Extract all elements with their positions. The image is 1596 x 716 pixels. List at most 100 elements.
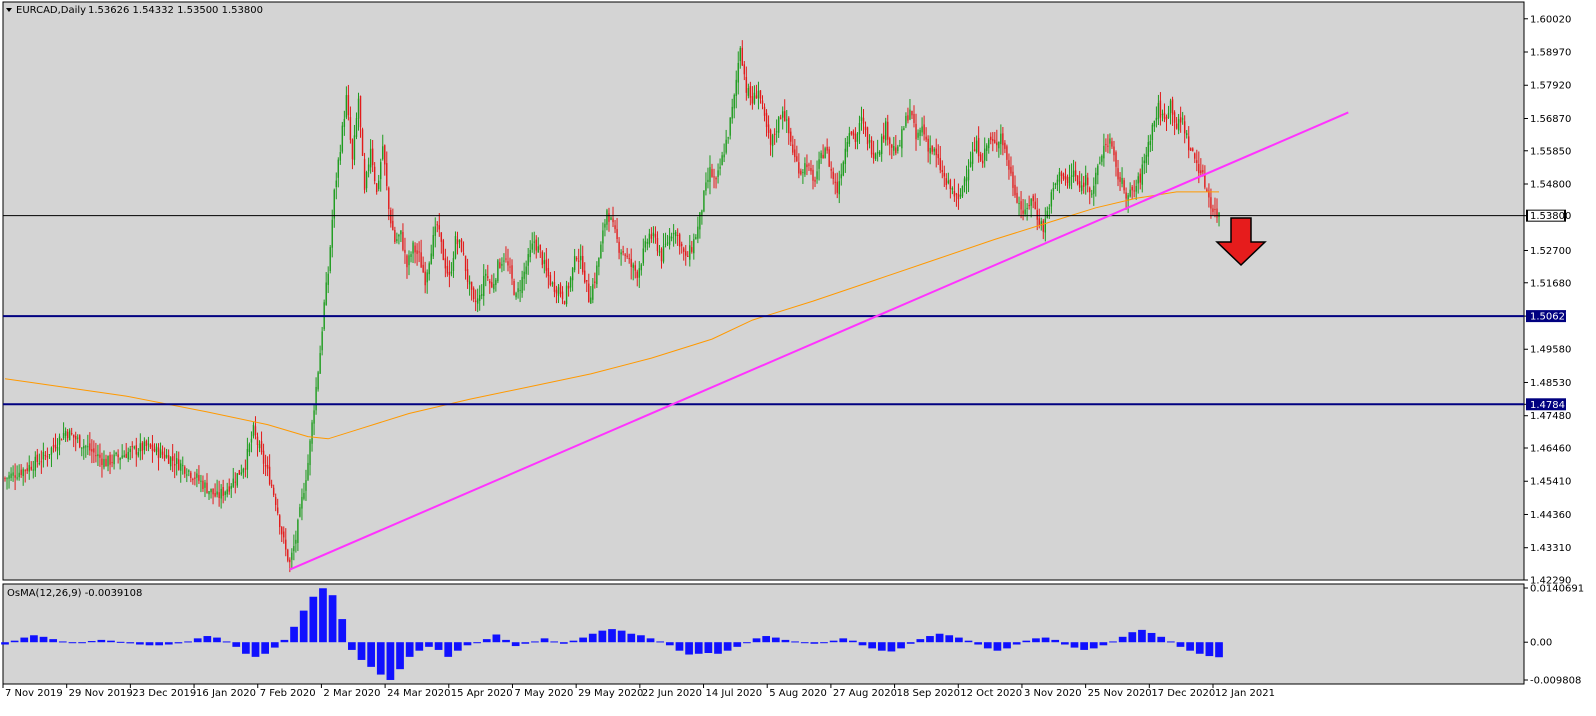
candle-body: [755, 95, 758, 99]
candle-body: [933, 148, 935, 152]
candle-body: [784, 111, 786, 122]
candle-body: [38, 463, 41, 465]
candle-body: [507, 261, 509, 266]
osma-bar: [270, 642, 279, 648]
candle-body: [626, 255, 628, 257]
osma-bar: [338, 619, 347, 643]
candle-body: [178, 459, 180, 470]
candle-body: [955, 193, 958, 195]
candle-body: [596, 265, 598, 285]
candle-body: [386, 163, 388, 186]
osma-bars: [1, 588, 1223, 680]
candle-body: [1115, 152, 1117, 167]
osma-bar: [531, 641, 539, 643]
osma-bar: [704, 642, 713, 653]
candle-body: [782, 111, 784, 118]
candle-body: [311, 422, 313, 444]
price-axis: 1.60020 1.58970 1.57920 1.56870 1.55850 1.548…: [1524, 14, 1571, 587]
candle-body: [860, 116, 863, 121]
candle-body: [1214, 209, 1216, 211]
candle-body: [22, 469, 24, 477]
price-tick-label: 1.56870: [1530, 114, 1571, 125]
candle-body: [481, 294, 483, 296]
candle-body: [779, 117, 782, 119]
price-tick-label: 1.52700: [1530, 246, 1571, 257]
time-tick-label: 7 May 2020: [514, 688, 573, 699]
time-tick-label: 22 Jun 2020: [642, 688, 702, 699]
candle-body: [472, 288, 475, 300]
candle-body: [333, 189, 335, 219]
candle-body: [438, 225, 440, 230]
candle-body: [537, 246, 539, 253]
candle-body: [943, 172, 945, 177]
candle-body: [557, 287, 560, 296]
candle-body: [476, 298, 479, 304]
osma-bar: [1157, 636, 1166, 643]
candle-body: [511, 265, 513, 279]
osma-bar: [30, 635, 38, 643]
osma-bar: [1061, 642, 1069, 645]
candle-body: [382, 146, 384, 160]
osma-bar: [1195, 642, 1204, 654]
candle-body: [545, 259, 548, 271]
candle-body: [893, 146, 895, 151]
candle-body: [988, 139, 990, 149]
osma-bar: [762, 636, 771, 643]
candle-body: [48, 454, 51, 456]
candle-body: [1175, 123, 1178, 129]
candle-body: [287, 549, 289, 561]
candle-body: [277, 507, 279, 514]
candle-body: [790, 131, 792, 142]
candle-body: [1188, 136, 1190, 151]
candle-body: [543, 260, 546, 264]
candle-body: [547, 267, 550, 277]
candle-body: [939, 157, 941, 171]
candle-body: [485, 273, 487, 276]
candle-body: [565, 285, 568, 305]
candle-body: [856, 133, 859, 142]
osma-bar: [126, 642, 135, 644]
horizontal-levels: [3, 215, 1524, 406]
candle-body: [1087, 177, 1089, 185]
candle-body: [749, 86, 752, 98]
osma-bar: [58, 641, 67, 643]
osma-bar: [453, 642, 462, 651]
candle-body: [493, 283, 495, 290]
candle-body: [1202, 170, 1204, 173]
candle-body: [1089, 187, 1091, 193]
candle-body: [806, 164, 808, 168]
candle-body: [646, 242, 649, 244]
candle-body: [176, 458, 178, 464]
price-level-tag-inner: [1528, 210, 1564, 221]
osma-bar: [97, 639, 106, 643]
candle-body: [648, 233, 651, 245]
candle-body: [135, 445, 137, 455]
candle-body: [678, 234, 681, 247]
candle-body: [582, 256, 584, 273]
candle-body: [1093, 185, 1095, 194]
candle-body: [218, 492, 220, 498]
time-tick-label: 29 May 2020: [578, 688, 643, 699]
collapse-triangle-icon[interactable]: [6, 8, 12, 12]
candle-body: [868, 140, 871, 143]
candle-body: [1074, 170, 1077, 177]
osma-bar: [136, 642, 144, 645]
osma-bar: [1205, 642, 1214, 657]
candle-body: [1129, 189, 1131, 197]
candle-body: [666, 242, 669, 244]
candle-body: [1177, 119, 1180, 131]
osma-bar: [1080, 642, 1088, 650]
osma-bar: [627, 633, 636, 643]
candle-body: [1131, 186, 1133, 191]
candle-body: [232, 478, 234, 487]
candle-body: [573, 256, 576, 270]
osma-bar: [415, 642, 424, 651]
candle-body: [1052, 188, 1055, 192]
candle-body: [133, 446, 135, 448]
candle-body: [840, 174, 842, 179]
candle-body: [553, 282, 556, 292]
candle-body: [299, 507, 301, 517]
osma-bar: [916, 639, 925, 643]
candle-body: [604, 223, 606, 228]
